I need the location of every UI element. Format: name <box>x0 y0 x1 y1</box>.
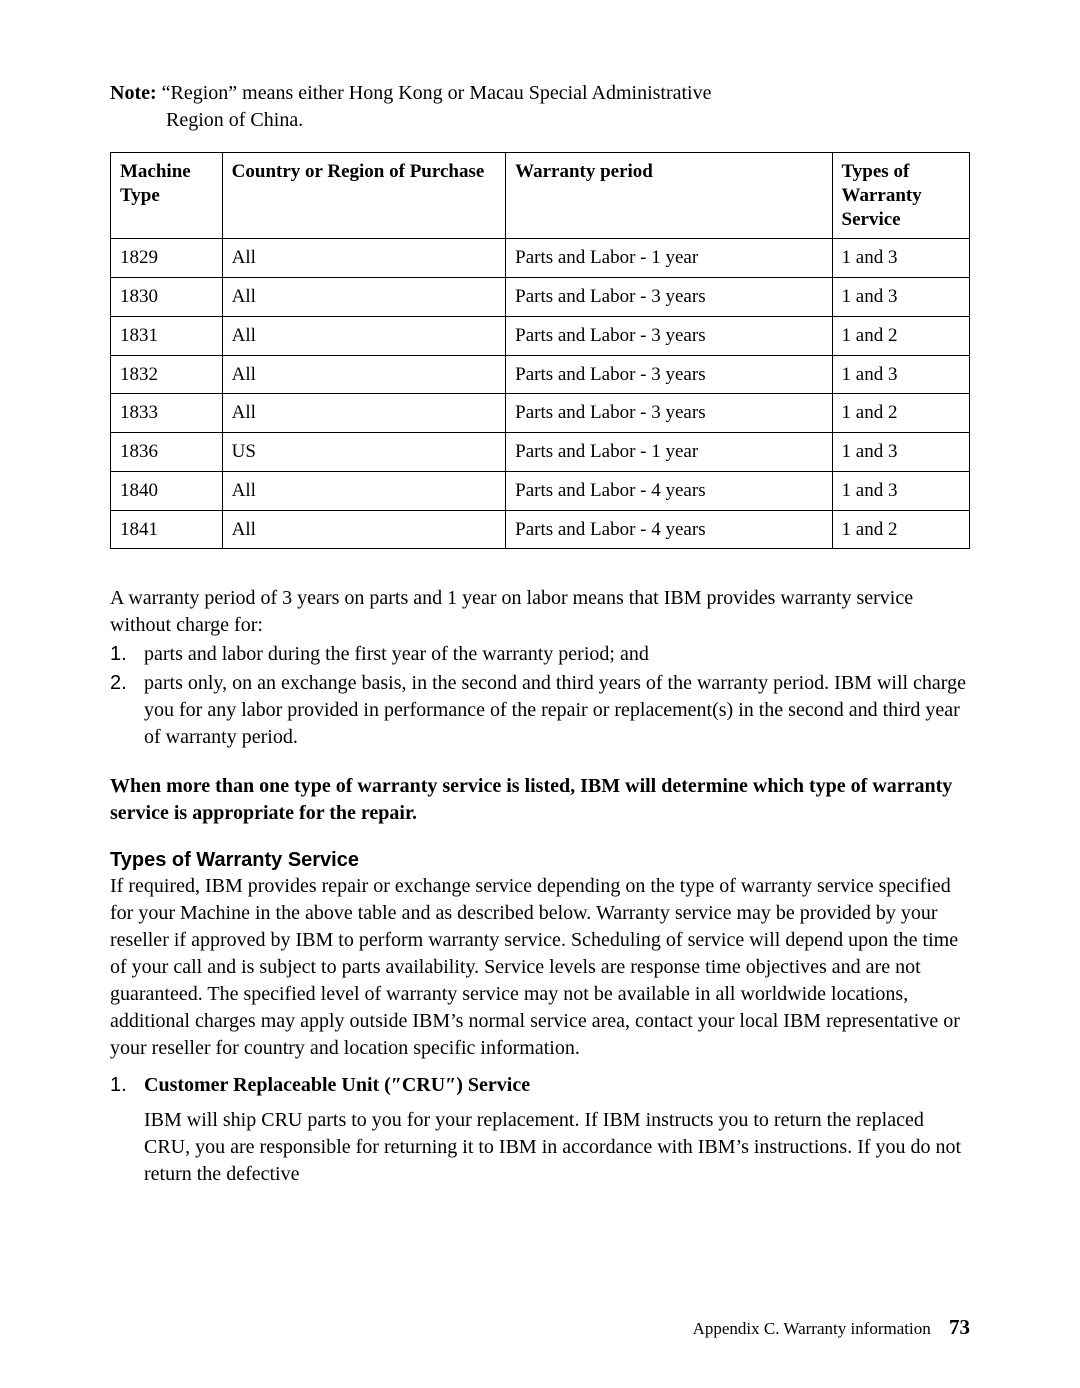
list-item-text: parts and labor during the first year of… <box>144 641 970 668</box>
list-item-text: parts only, on an exchange basis, in the… <box>144 670 970 751</box>
cru-body: IBM will ship CRU parts to you for your … <box>144 1107 970 1188</box>
cell-period: Parts and Labor - 4 years <box>506 510 832 549</box>
cru-title: Customer Replaceable Unit (″CRU″) Servic… <box>144 1072 970 1099</box>
cell-machine: 1829 <box>111 239 223 278</box>
section-body: If required, IBM provides repair or exch… <box>110 873 970 1062</box>
list-item: 2. parts only, on an exchange basis, in … <box>110 670 970 751</box>
list-item: 1. parts and labor during the first year… <box>110 641 970 668</box>
cell-country: All <box>222 239 505 278</box>
list-marker: 2. <box>110 670 127 697</box>
cell-types: 1 and 3 <box>832 355 969 394</box>
cell-types: 1 and 3 <box>832 433 969 472</box>
cell-types: 1 and 2 <box>832 510 969 549</box>
cell-country: All <box>222 471 505 510</box>
cell-country: All <box>222 316 505 355</box>
warranty-table: Machine Type Country or Region of Purcha… <box>110 152 970 549</box>
note-text-line2: Region of China. <box>166 107 970 134</box>
cell-types: 1 and 2 <box>832 394 969 433</box>
cell-period: Parts and Labor - 4 years <box>506 471 832 510</box>
th-machine: Machine Type <box>111 153 223 239</box>
table-row: 1840 All Parts and Labor - 4 years 1 and… <box>111 471 970 510</box>
table-row: 1832 All Parts and Labor - 3 years 1 and… <box>111 355 970 394</box>
table-row: 1830 All Parts and Labor - 3 years 1 and… <box>111 278 970 317</box>
cell-machine: 1836 <box>111 433 223 472</box>
th-period: Warranty period <box>506 153 832 239</box>
list-marker: 1. <box>110 1072 127 1099</box>
cell-machine: 1841 <box>111 510 223 549</box>
cell-machine: 1830 <box>111 278 223 317</box>
cell-period: Parts and Labor - 1 year <box>506 433 832 472</box>
cell-period: Parts and Labor - 3 years <box>506 316 832 355</box>
page-number: 73 <box>949 1315 970 1339</box>
cell-country: US <box>222 433 505 472</box>
page-footer: Appendix C. Warranty information 73 <box>693 1315 970 1340</box>
cell-types: 1 and 2 <box>832 316 969 355</box>
cell-types: 1 and 3 <box>832 471 969 510</box>
cell-period: Parts and Labor - 1 year <box>506 239 832 278</box>
warranty-intro: A warranty period of 3 years on parts an… <box>110 585 970 639</box>
note-text-line1: “Region” means either Hong Kong or Macau… <box>162 82 712 104</box>
cell-country: All <box>222 510 505 549</box>
table-row: 1833 All Parts and Labor - 3 years 1 and… <box>111 394 970 433</box>
cell-country: All <box>222 355 505 394</box>
table-row: 1829 All Parts and Labor - 1 year 1 and … <box>111 239 970 278</box>
bold-note: When more than one type of warranty serv… <box>110 773 970 827</box>
cell-machine: 1840 <box>111 471 223 510</box>
cell-country: All <box>222 278 505 317</box>
cell-period: Parts and Labor - 3 years <box>506 278 832 317</box>
note-label: Note: <box>110 82 157 104</box>
cell-period: Parts and Labor - 3 years <box>506 355 832 394</box>
cell-machine: 1831 <box>111 316 223 355</box>
th-types: Types of Warranty Service <box>832 153 969 239</box>
table-header-row: Machine Type Country or Region of Purcha… <box>111 153 970 239</box>
cell-types: 1 and 3 <box>832 278 969 317</box>
list-item: 1. Customer Replaceable Unit (″CRU″) Ser… <box>110 1072 970 1188</box>
table-row: 1841 All Parts and Labor - 4 years 1 and… <box>111 510 970 549</box>
cell-machine: 1832 <box>111 355 223 394</box>
warranty-list: 1. parts and labor during the first year… <box>110 641 970 751</box>
table-row: 1831 All Parts and Labor - 3 years 1 and… <box>111 316 970 355</box>
cell-types: 1 and 3 <box>832 239 969 278</box>
cru-list: 1. Customer Replaceable Unit (″CRU″) Ser… <box>110 1072 970 1188</box>
note-block: Note: “Region” means either Hong Kong or… <box>110 80 970 134</box>
cell-machine: 1833 <box>111 394 223 433</box>
table-row: 1836 US Parts and Labor - 1 year 1 and 3 <box>111 433 970 472</box>
list-marker: 1. <box>110 641 127 668</box>
th-country: Country or Region of Purchase <box>222 153 505 239</box>
section-heading: Types of Warranty Service <box>110 849 970 872</box>
cell-period: Parts and Labor - 3 years <box>506 394 832 433</box>
footer-text: Appendix C. Warranty information <box>693 1319 931 1338</box>
cell-country: All <box>222 394 505 433</box>
